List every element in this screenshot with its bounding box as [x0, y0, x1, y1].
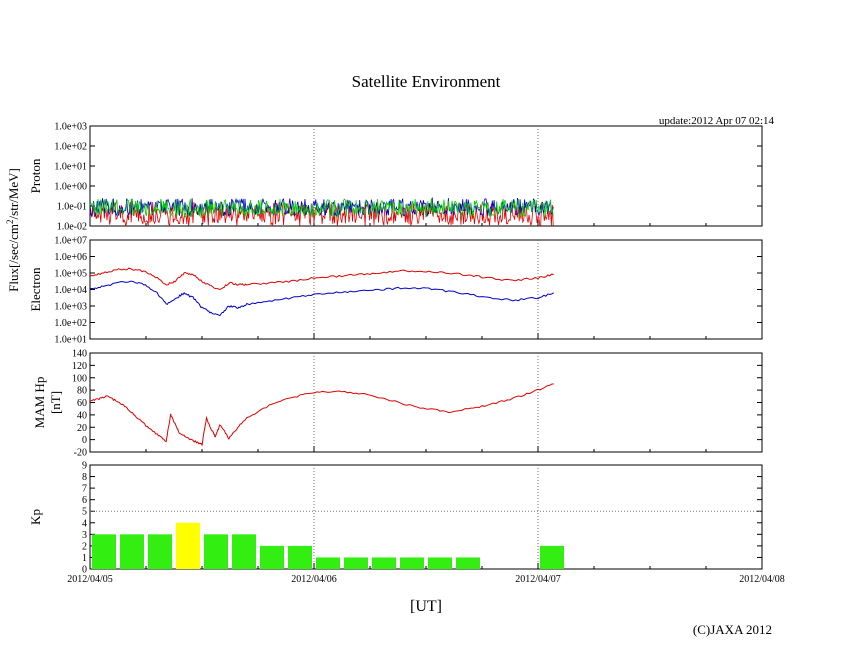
hp-y-tick-label: 140	[72, 349, 87, 360]
electron-y-tick-label: 1.0e+01	[54, 335, 87, 346]
kp-y-tick-label: 9	[82, 461, 87, 472]
x-tick-label: 2012/04/06	[291, 574, 337, 585]
kp-bar	[92, 534, 116, 569]
electron-y-tick-label: 1.0e+03	[54, 302, 87, 313]
kp-bar	[400, 557, 424, 569]
x-tick-label: 2012/04/07	[515, 574, 561, 585]
x-tick-label: 2012/04/05	[67, 574, 113, 585]
hp-y-tick-label: 100	[72, 373, 87, 384]
hp-y-tick-label: 80	[77, 386, 87, 397]
electron-y-tick-label: 1.0e+05	[54, 269, 87, 280]
x-axis-label: [UT]	[410, 598, 442, 615]
kp-bar	[176, 522, 200, 569]
electron-y-tick-label: 1.0e+02	[54, 318, 87, 329]
chart-title: Satellite Environment	[352, 72, 501, 91]
hp-y-tick-label: 60	[77, 398, 87, 409]
kp-bar	[260, 545, 284, 569]
hp-y-label-unit: [nT]	[48, 391, 63, 414]
proton-y-tick-label: 1.0e+00	[54, 182, 87, 193]
kp-bar	[204, 534, 228, 569]
kp-bar	[372, 557, 396, 569]
proton-y-tick-label: 1.0e+03	[54, 122, 87, 133]
hp-y-tick-label: 120	[72, 361, 87, 372]
kp-bar	[456, 557, 480, 569]
kp-bar	[344, 557, 368, 569]
kp-y-label: Kp	[28, 509, 43, 525]
kp-bar	[428, 557, 452, 569]
flux-axis-label: Flux[/sec/cm2/str/MeV]	[5, 168, 21, 292]
kp-bar	[120, 534, 144, 569]
kp-y-tick-label: 3	[82, 530, 87, 541]
kp-bar	[288, 545, 312, 569]
hp-y-label: MAM Hp	[32, 377, 47, 429]
electron-high-series-line	[89, 267, 554, 291]
kp-y-tick-label: 6	[82, 495, 87, 506]
kp-y-tick-label: 0	[82, 565, 87, 576]
proton-y-tick-label: 1.0e-01	[57, 202, 87, 213]
kp-y-tick-label: 5	[82, 507, 87, 518]
kp-y-tick-label: 7	[82, 484, 87, 495]
update-timestamp: update:2012 Apr 07 02:14	[659, 115, 775, 127]
electron-y-tick-label: 1.0e+07	[54, 236, 87, 247]
proton-y-tick-label: 1.0e+01	[54, 162, 87, 173]
proton-y-tick-label: 1.0e-02	[57, 222, 87, 233]
electron-y-tick-label: 1.0e+04	[54, 285, 87, 296]
hp-y-tick-label: 40	[77, 410, 87, 421]
copyright-text: (C)JAXA 2012	[693, 622, 772, 637]
hp-panel-frame	[89, 352, 763, 453]
hp-y-tick-label: 20	[77, 423, 87, 434]
kp-y-tick-label: 1	[82, 553, 87, 564]
kp-bar	[148, 534, 172, 569]
kp-y-tick-label: 2	[82, 541, 87, 552]
proton-y-label: Proton	[28, 158, 43, 193]
kp-y-tick-label: 4	[82, 518, 87, 529]
hp-y-tick-label: 0	[82, 435, 87, 446]
electron-low-series-line	[89, 280, 554, 317]
electron-panel-frame	[89, 239, 763, 340]
x-tick-label: 2012/04/08	[739, 574, 785, 585]
proton-green-series-line	[89, 198, 554, 219]
proton-y-tick-label: 1.0e+02	[54, 142, 87, 153]
kp-bar	[540, 545, 564, 569]
hp-y-tick-label: -20	[74, 448, 87, 459]
kp-y-tick-label: 8	[82, 472, 87, 483]
electron-y-label: Electron	[28, 267, 43, 312]
kp-bar	[232, 534, 256, 569]
kp-bar	[316, 557, 340, 569]
hp-series-line	[89, 383, 554, 446]
electron-y-tick-label: 1.0e+06	[54, 252, 87, 263]
